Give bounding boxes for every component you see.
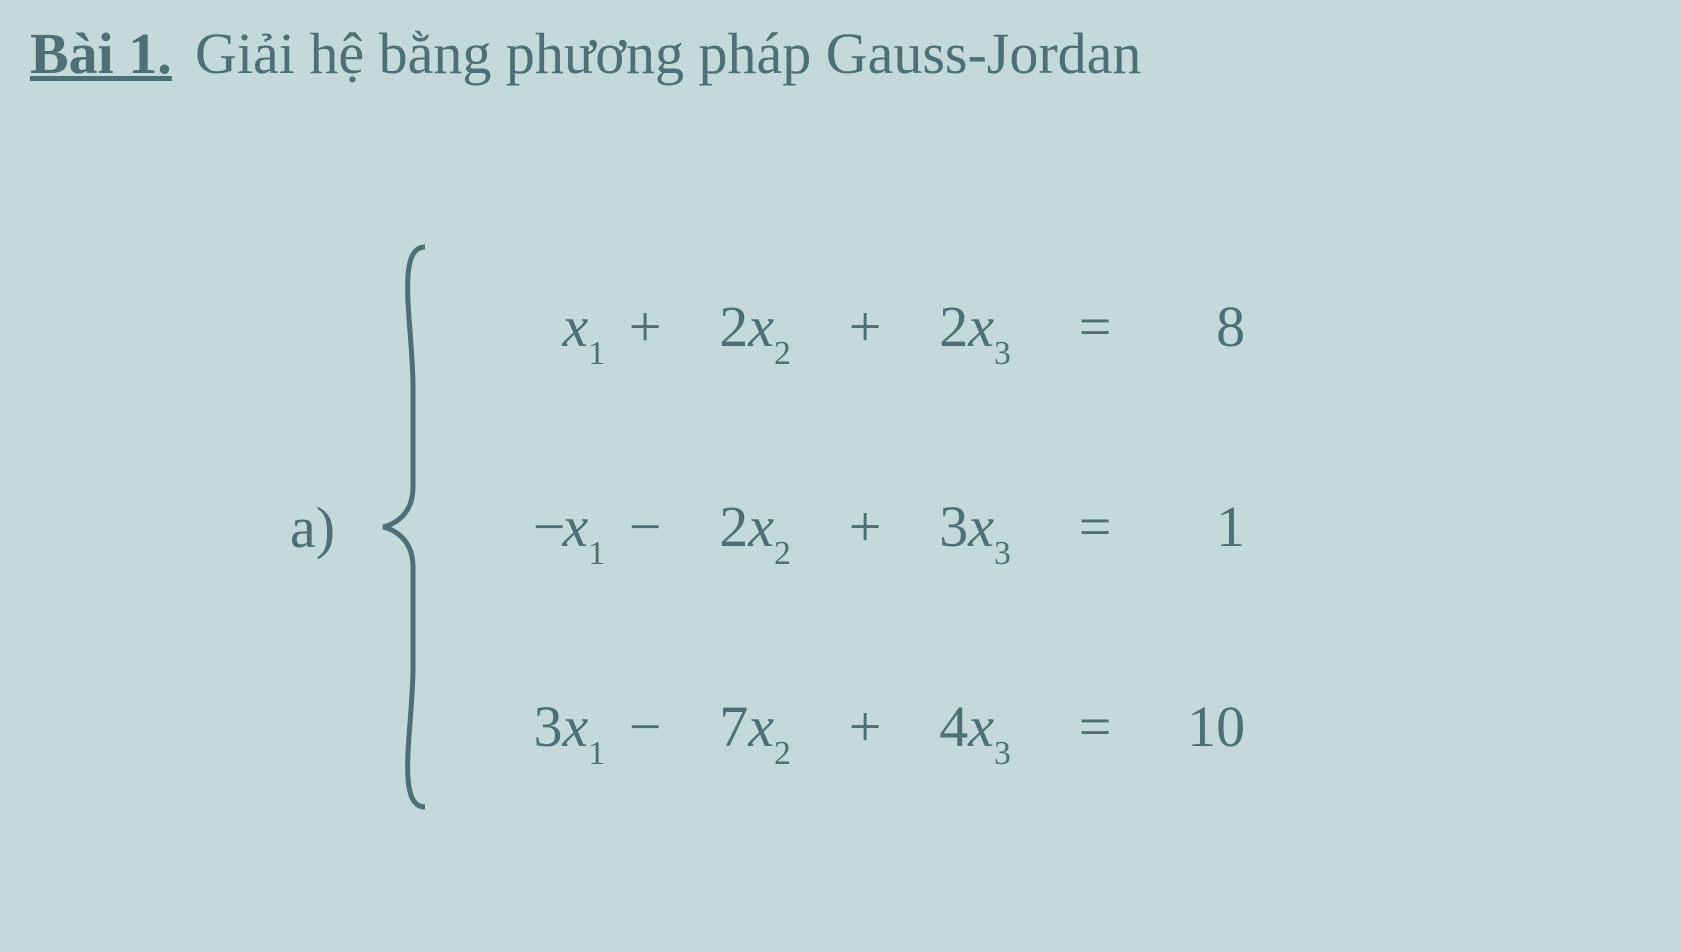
equation-row: x1+2x2+2x3=8 (465, 237, 1245, 417)
term: 7x2 (685, 637, 825, 839)
operator: + (605, 237, 685, 417)
term: −x1 (465, 437, 605, 639)
rhs-value: 10 (1145, 637, 1245, 817)
equation-list: x1+2x2+2x3=8−x1−2x2+3x3=13x1−7x2+4x3=10 (435, 197, 1245, 857)
brace-icon (375, 237, 435, 817)
term: 2x3 (905, 237, 1045, 439)
equals-sign: = (1045, 637, 1145, 817)
page: Bài 1. Giải hệ bằng phương pháp Gauss-Jo… (0, 0, 1681, 952)
equation-row: 3x1−7x2+4x3=10 (465, 637, 1245, 817)
equals-sign: = (1045, 237, 1145, 417)
rhs-value: 1 (1145, 437, 1245, 617)
term: 4x3 (905, 637, 1045, 839)
term: 2x2 (685, 237, 825, 439)
operator: + (825, 237, 905, 417)
equals-sign: = (1045, 437, 1145, 617)
operator: − (605, 637, 685, 817)
term: x1 (465, 237, 605, 439)
operator: + (825, 437, 905, 617)
operator: − (605, 437, 685, 617)
equation-row: −x1−2x2+3x3=1 (465, 437, 1245, 617)
left-brace (375, 237, 435, 817)
operator: + (825, 637, 905, 817)
exercise-title: Bài 1. Giải hệ bằng phương pháp Gauss-Jo… (30, 20, 1651, 87)
term: 3x1 (465, 637, 605, 839)
exercise-text: Giải hệ bằng phương pháp Gauss-Jordan (195, 20, 1141, 87)
equation-system: a) x1+2x2+2x3=8−x1−2x2+3x3=13x1−7x2+4x3=… (290, 197, 1651, 857)
braced-equations: x1+2x2+2x3=8−x1−2x2+3x3=13x1−7x2+4x3=10 (375, 197, 1245, 857)
term: 3x3 (905, 437, 1045, 639)
rhs-value: 8 (1145, 237, 1245, 417)
exercise-label: Bài 1. (30, 20, 172, 87)
part-label: a) (290, 494, 345, 561)
term: 2x2 (685, 437, 825, 639)
